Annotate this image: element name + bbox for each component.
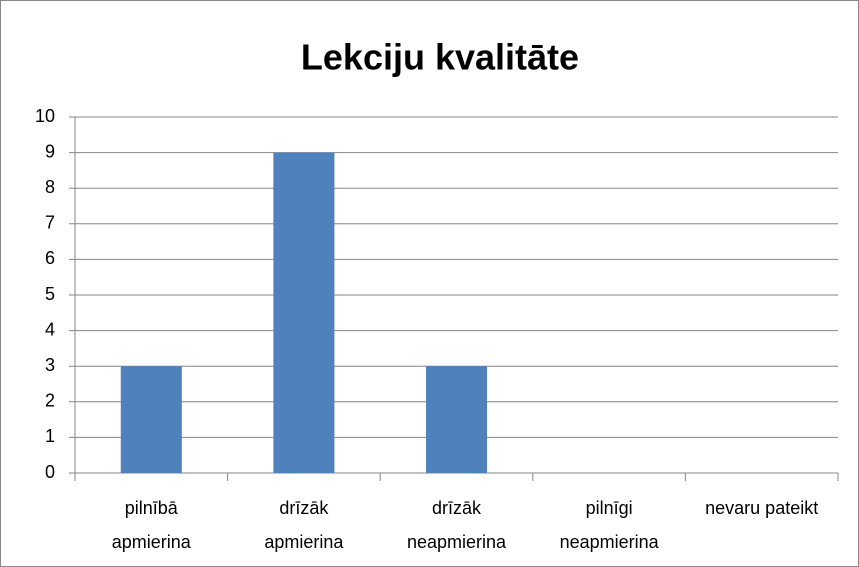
y-tick-label: 7	[45, 213, 55, 233]
bar	[425, 366, 488, 473]
y-tick-label: 10	[35, 106, 55, 126]
x-tick-label: pilnīgi neapmierina	[559, 498, 659, 552]
y-tick-label: 0	[45, 462, 55, 482]
y-tick-label: 9	[45, 141, 55, 161]
y-tick-label: 3	[45, 355, 55, 375]
x-tick-label: pilnībā apmierina	[111, 498, 191, 552]
y-tick-label: 1	[45, 426, 55, 446]
y-tick-label: 5	[45, 284, 55, 304]
y-tick-label: 8	[45, 177, 55, 197]
bar	[120, 366, 182, 473]
bar	[273, 152, 335, 473]
x-tick-label: nevaru pateikt	[705, 498, 819, 518]
x-tick-label: drīzāk neapmierina	[406, 498, 507, 552]
x-tick-label: drīzāk apmierina	[264, 498, 344, 552]
chart-title: Lekciju kvalitāte	[301, 37, 579, 78]
y-tick-label: 4	[45, 319, 55, 339]
y-tick-label: 2	[45, 391, 55, 411]
y-tick-label: 6	[45, 248, 55, 268]
